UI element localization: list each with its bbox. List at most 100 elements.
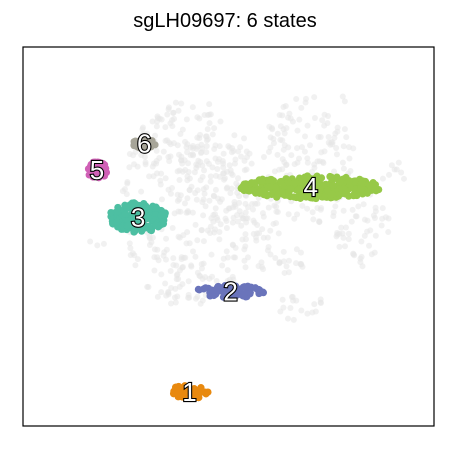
background-cell [294, 211, 301, 218]
background-cell [259, 226, 266, 233]
background-cell [191, 169, 198, 176]
state-4-point [290, 193, 298, 201]
background-cell [311, 94, 318, 101]
background-cell [353, 213, 360, 220]
background-cell [242, 209, 249, 216]
background-cell [223, 248, 230, 255]
background-cell [285, 257, 292, 264]
background-cell [379, 175, 386, 182]
background-cell [87, 238, 94, 245]
state-5-point [98, 165, 106, 173]
background-cell [287, 115, 294, 122]
state-2-point [245, 283, 253, 291]
background-cell [203, 143, 210, 150]
background-cell [158, 196, 165, 203]
background-cell [186, 187, 193, 194]
background-cell [181, 200, 188, 207]
background-cell [206, 197, 213, 204]
background-cell [370, 212, 377, 219]
background-cell [184, 173, 191, 180]
background-cell [285, 144, 292, 151]
state-4-point [371, 181, 379, 189]
background-cell [360, 201, 367, 208]
state-labels: 1 2 3 4 5 6 [89, 128, 319, 408]
background-cell [182, 166, 189, 173]
state-4-point [252, 189, 260, 197]
state-cluster-1 [169, 382, 212, 402]
background-cell [304, 122, 311, 129]
background-cell [231, 132, 238, 139]
background-cell [332, 203, 339, 210]
background-cell [220, 160, 227, 167]
background-cell [238, 153, 245, 160]
background-cell [150, 160, 157, 167]
background-cell [290, 316, 297, 323]
background-cell [297, 249, 304, 256]
background-cell [168, 285, 175, 292]
background-cell [232, 203, 239, 210]
background-cell [184, 229, 191, 236]
background-cell [302, 133, 309, 140]
background-cell [341, 126, 348, 133]
background-cell [347, 168, 354, 175]
background-cell [304, 310, 311, 317]
background-cell [173, 276, 180, 283]
background-cell [311, 115, 318, 122]
background-cell [317, 134, 324, 141]
background-cell [167, 153, 174, 160]
background-cell [156, 155, 163, 162]
state-4-point [349, 192, 358, 200]
background-cell [312, 308, 319, 315]
background-cell [321, 122, 328, 129]
background-cell [185, 294, 192, 301]
state-6-point [133, 138, 142, 146]
background-cell [176, 196, 183, 203]
background-cell [358, 238, 365, 245]
background-cell [341, 243, 348, 250]
state-2-point [209, 286, 217, 295]
background-cell [209, 273, 216, 280]
background-cell [291, 161, 298, 168]
state-4-point [309, 175, 318, 183]
state-3-point [137, 216, 145, 225]
state-4-point [316, 185, 324, 194]
background-cell [119, 188, 126, 195]
state-2-point [194, 285, 202, 293]
background-cell [153, 147, 160, 154]
background-cell [316, 218, 323, 225]
background-cell [170, 109, 177, 116]
state-4-point [296, 186, 304, 194]
background-cell [349, 206, 356, 213]
background-cell [318, 149, 325, 156]
background-cell [185, 160, 192, 167]
background-cell [145, 283, 152, 290]
background-cell [131, 161, 138, 168]
state-3-point [142, 203, 150, 211]
background-cell [230, 148, 237, 155]
background-cell [275, 230, 282, 237]
background-cell [294, 145, 301, 152]
background-cell [176, 267, 183, 274]
state-3-point [124, 221, 132, 230]
background-cell [158, 116, 165, 123]
state-3-point [107, 208, 115, 217]
state-4-point [321, 181, 329, 189]
background-cell [340, 143, 347, 150]
background-cell [94, 242, 101, 249]
background-cell [169, 123, 176, 130]
state-1-point [197, 388, 205, 396]
background-cell [242, 231, 249, 238]
background-cell [273, 208, 280, 215]
background-cell [162, 137, 169, 144]
background-cell [336, 243, 343, 250]
state-5-point [94, 159, 102, 167]
background-cell [274, 130, 281, 137]
background-cell [214, 166, 221, 173]
background-cell [348, 218, 355, 225]
background-cell [207, 178, 214, 185]
background-cell [201, 112, 208, 119]
background-cell [350, 250, 357, 257]
background-cell [260, 154, 267, 161]
background-cell [184, 195, 191, 202]
